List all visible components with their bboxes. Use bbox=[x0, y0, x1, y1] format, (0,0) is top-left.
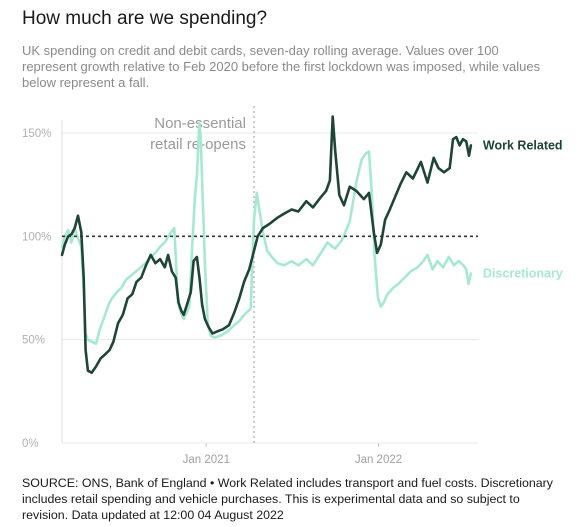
chart-subtitle: UK spending on credit and debit cards, s… bbox=[22, 43, 578, 91]
series bbox=[60, 115, 478, 374]
y-tick-label: 50% bbox=[22, 335, 45, 347]
subtitle-line: UK spending on credit and debit cards, s… bbox=[22, 43, 499, 58]
series-line-discretionary bbox=[60, 121, 473, 346]
footer-line: includes retail spending and vehicle pur… bbox=[22, 492, 520, 506]
series-label-work-related: Work Related bbox=[483, 138, 563, 152]
chart-source-footer: SOURCE: ONS, Bank of England • Work Rela… bbox=[22, 475, 578, 523]
x-tick-label: Jan 2021 bbox=[183, 454, 230, 466]
subtitle-line: represent growth relative to Feb 2020 be… bbox=[22, 59, 541, 74]
spending-line-chart: 0%50%100%150%Jan 2021 Jan 2022 Non-essent… bbox=[22, 106, 563, 466]
x-tick-label: Jan 2022 bbox=[355, 454, 402, 466]
gridlines bbox=[62, 132, 478, 444]
series-label-discretionary: Discretionary bbox=[483, 267, 563, 281]
chart-title: How much are we spending? bbox=[22, 8, 268, 29]
y-tick-label: 0% bbox=[22, 438, 39, 450]
series-labels: Work Related Discretionary bbox=[483, 138, 563, 280]
axes: 0% 50% 100% 150% Jan 2021 Jan 2022 bbox=[22, 120, 402, 466]
footer-line: SOURCE: ONS, Bank of England • Work Rela… bbox=[22, 476, 553, 490]
subtitle-line: below represent a fall. bbox=[22, 75, 150, 90]
series-line-work-related bbox=[60, 115, 473, 374]
y-tick-label: 100% bbox=[22, 231, 51, 243]
footer-line: revision. Data updated at 12:00 04 Augus… bbox=[22, 508, 284, 522]
y-tick-label: 150% bbox=[22, 128, 51, 140]
